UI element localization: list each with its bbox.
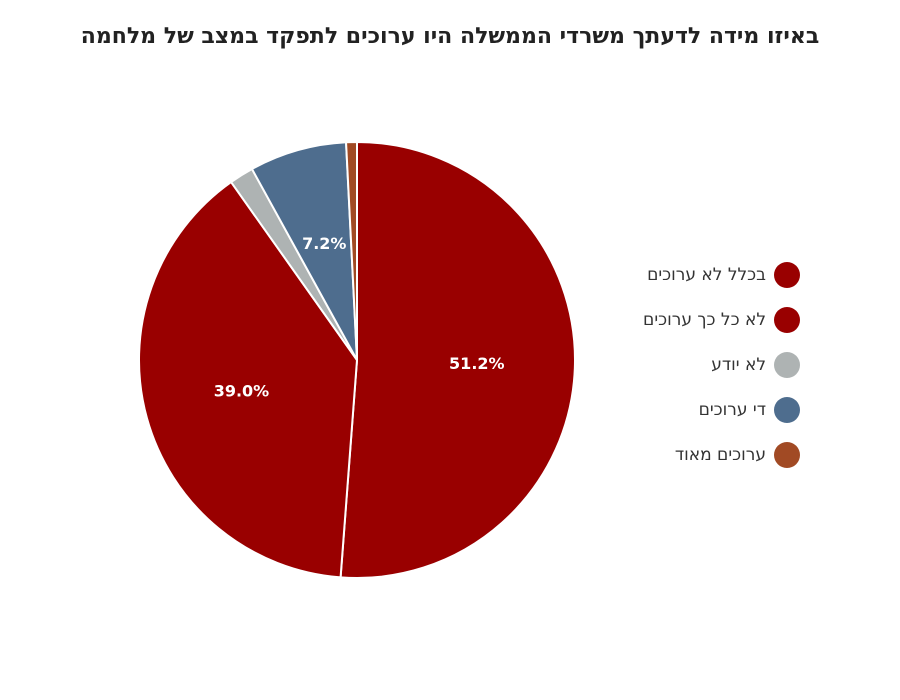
legend-label-4: ערוכים מאוד [674, 444, 766, 465]
legend-label-3: די ערוכים [698, 399, 766, 420]
legend-swatch-0 [774, 261, 800, 288]
legend-swatch-1 [774, 306, 800, 333]
pie-data-labels: 51.2% 39.0% 7.2% [214, 234, 505, 400]
legend-item-0: בכלל לא ערוכים [560, 252, 800, 297]
pie-slices [138, 140, 576, 579]
legend-label-2: לא יודע [711, 354, 766, 375]
slice-label-3: 7.2% [302, 234, 346, 253]
pie-slice-1 [138, 180, 359, 579]
pie-slice-3 [250, 141, 358, 361]
slice-label-0: 51.2% [449, 354, 505, 373]
legend-label-0: בכלל לא ערוכים [647, 264, 766, 285]
pie-slice-4 [344, 140, 358, 361]
slice-label-1: 39.0% [214, 382, 270, 401]
legend-item-1: לא כל כך ערוכים [560, 297, 800, 342]
legend-swatch-4 [774, 441, 800, 468]
legend-label-1: לא כל כך ערוכים [643, 309, 766, 330]
chart-title: באיזו מידה לדעתך משרדי הממשלה היו ערוכים… [80, 24, 820, 49]
legend-item-3: די ערוכים [560, 387, 800, 432]
legend: בכלל לא ערוכים לא כל כך ערוכים לא יודע די ע… [560, 252, 800, 477]
pie-slice-0 [339, 140, 576, 579]
legend-swatch-2 [774, 351, 800, 378]
legend-item-2: לא יודע [560, 342, 800, 387]
legend-swatch-3 [774, 396, 800, 423]
legend-item-4: ערוכים מאוד [560, 432, 800, 477]
